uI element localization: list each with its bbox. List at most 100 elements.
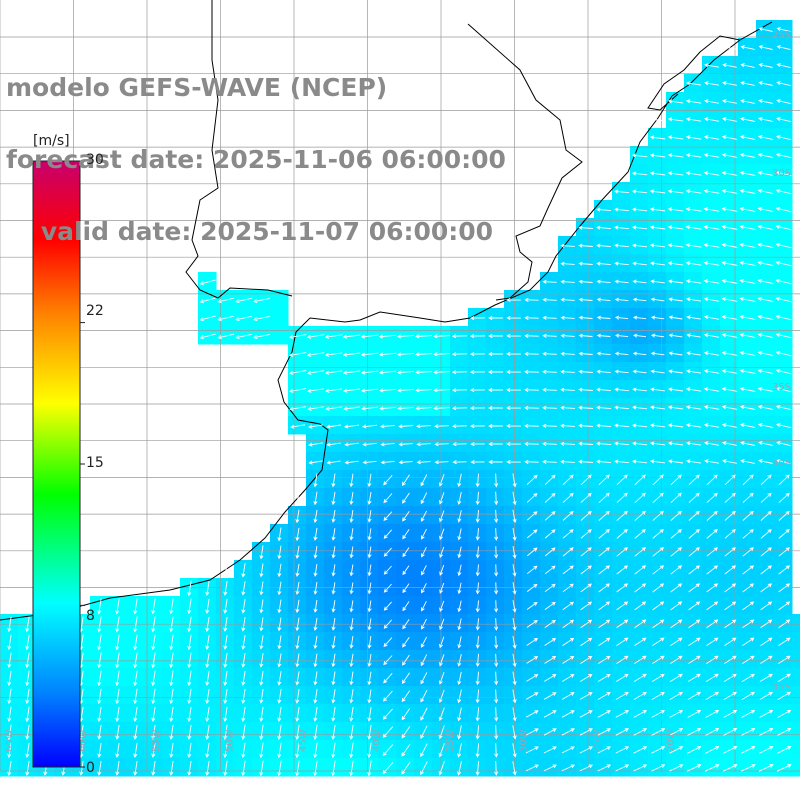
wind-arrow xyxy=(544,529,556,539)
wind-arrow xyxy=(742,619,755,629)
field-cell xyxy=(684,758,703,777)
wind-arrow xyxy=(7,634,12,651)
wind-arrow xyxy=(439,546,445,558)
field-cell xyxy=(630,596,649,615)
field-cell xyxy=(306,362,325,381)
field-cell xyxy=(378,722,397,741)
wind-arrow xyxy=(615,692,629,700)
field-cell xyxy=(522,632,541,651)
wind-arrow xyxy=(439,510,445,523)
field-cell xyxy=(558,470,577,489)
field-cell xyxy=(468,344,487,363)
field-cell xyxy=(360,650,379,669)
wind-arrow xyxy=(649,207,666,212)
wind-arrow xyxy=(383,619,393,629)
wind-arrow xyxy=(650,261,666,266)
field-cell xyxy=(774,686,793,705)
field-cell xyxy=(612,380,631,399)
wind-arrow xyxy=(688,601,701,611)
field-cell xyxy=(504,326,523,345)
field-cell xyxy=(144,614,163,633)
wind-arrow xyxy=(97,616,102,633)
wind-arrow xyxy=(205,742,210,759)
field-cell xyxy=(486,686,505,705)
field-cell xyxy=(720,758,739,777)
field-cell xyxy=(18,668,37,687)
field-cell xyxy=(774,326,793,345)
field-cell xyxy=(774,416,793,435)
wind-arrow xyxy=(383,601,392,611)
field-cell xyxy=(540,560,559,579)
field-cell xyxy=(306,524,325,543)
wind-arrow xyxy=(475,509,480,523)
field-cell xyxy=(630,398,649,417)
wind-arrow xyxy=(759,673,773,682)
field-cell xyxy=(360,506,379,525)
wind-arrow xyxy=(97,652,102,669)
wind-arrow xyxy=(313,527,318,541)
wind-arrow xyxy=(721,135,738,140)
field-cell xyxy=(630,308,649,327)
wind-arrow xyxy=(723,746,738,754)
field-cell xyxy=(684,218,703,237)
wind-arrow xyxy=(525,764,539,772)
wind-arrow xyxy=(25,688,30,705)
field-cell xyxy=(468,740,487,759)
wind-arrow xyxy=(703,171,720,176)
wind-arrow xyxy=(438,473,445,487)
field-cell xyxy=(468,362,487,381)
wind-arrow xyxy=(651,764,666,772)
wind-arrow xyxy=(512,671,517,686)
field-cell xyxy=(144,758,163,777)
field-cell xyxy=(306,650,325,669)
wind-arrow xyxy=(633,673,647,682)
field-cell xyxy=(396,524,415,543)
wind-arrow xyxy=(241,724,246,741)
field-cell xyxy=(360,668,379,687)
wind-arrow xyxy=(259,760,264,777)
wind-arrow xyxy=(775,134,792,141)
field-cell xyxy=(630,524,649,543)
field-cell xyxy=(720,146,739,165)
wind-arrow xyxy=(115,616,120,633)
field-cell xyxy=(504,668,523,687)
field-cell xyxy=(252,686,271,705)
wind-arrow xyxy=(705,710,720,718)
field-cell xyxy=(648,146,667,165)
wind-arrow xyxy=(688,619,701,629)
wind-arrow xyxy=(778,474,790,486)
wind-arrow xyxy=(223,760,228,777)
wind-arrow xyxy=(457,743,462,758)
wind-arrow xyxy=(331,528,336,541)
wind-arrow xyxy=(398,424,413,429)
field-cell xyxy=(702,542,721,561)
field-cell xyxy=(270,290,289,309)
wind-arrow xyxy=(598,510,610,521)
field-cell xyxy=(684,398,703,417)
field-cell xyxy=(612,686,631,705)
wind-arrow xyxy=(723,673,737,682)
field-cell xyxy=(594,272,613,291)
wind-arrow xyxy=(686,333,701,338)
wind-arrow xyxy=(760,529,772,539)
field-cell xyxy=(252,632,271,651)
field-cell xyxy=(306,560,325,579)
wind-arrow xyxy=(25,742,30,759)
field-cell xyxy=(450,380,469,399)
wind-arrow xyxy=(776,81,791,87)
wind-arrow xyxy=(438,689,445,703)
wind-arrow xyxy=(669,764,684,772)
field-cell xyxy=(630,236,649,255)
field-cell xyxy=(612,290,631,309)
field-cell xyxy=(18,650,37,669)
field-cell xyxy=(666,128,685,147)
lat-label: 35S xyxy=(772,382,791,393)
wind-arrow xyxy=(151,652,156,669)
field-cell xyxy=(378,560,397,579)
field-cell xyxy=(396,632,415,651)
field-cell xyxy=(324,686,343,705)
wind-arrow xyxy=(494,671,499,686)
field-cell xyxy=(450,614,469,633)
field-cell xyxy=(576,398,595,417)
wind-arrow xyxy=(367,528,372,541)
